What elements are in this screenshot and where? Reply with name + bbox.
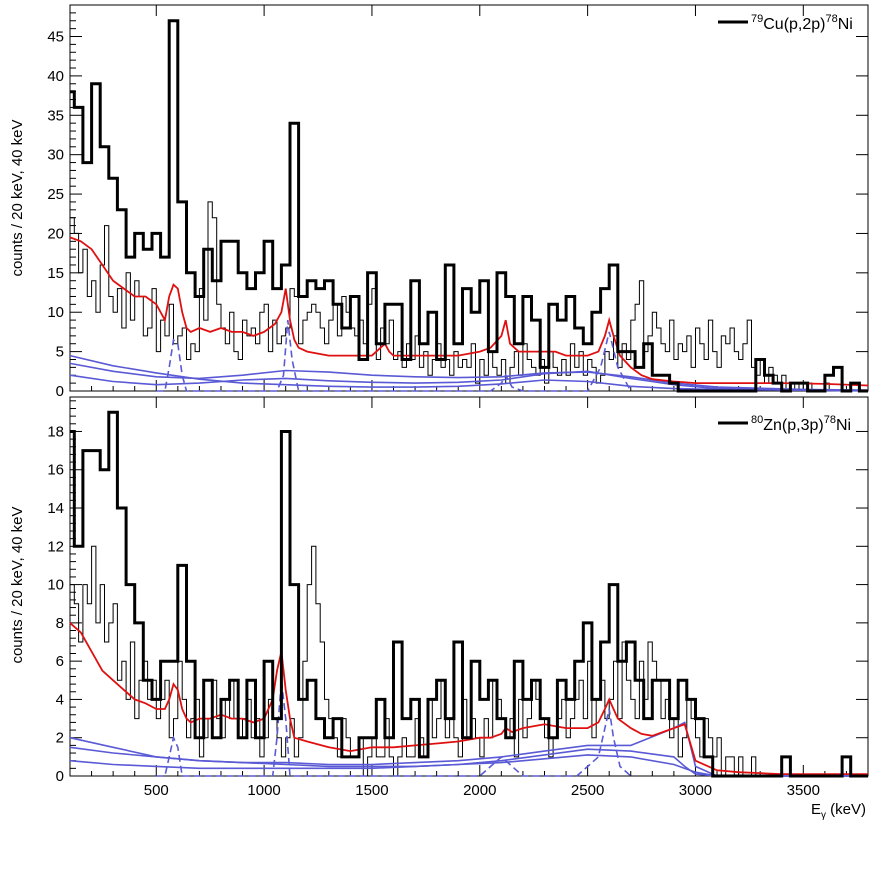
y-axis-label-bottom: counts / 20 keV, 40 keV [9,506,26,663]
panel-bottom: 0 2 4 6 8 10 12 14 16 18 500 1000 1500 2000 2500 3000 3… [9,396,869,821]
x-tick-label: 2500 [571,782,604,799]
simulated-peak-dashed [156,320,632,392]
y-tick-label: 0 [56,768,64,785]
thin-histogram-top [70,201,860,392]
simulated-peak-dashed [156,680,632,777]
histogram-20kev [70,201,860,392]
y-tick-label: 6 [56,653,64,670]
plot-frame-bottom [69,396,869,777]
background-component [69,362,869,391]
blue-components-top [69,320,869,392]
x-axis-label: Eγ (keV) [811,801,866,821]
thick-histogram-top [70,19,868,393]
y-tick-label: 5 [56,344,64,361]
thin-histogram-bottom [70,545,860,777]
background-component [69,754,868,777]
y-tick-label: 10 [47,304,64,321]
histogram-40kev [70,410,868,778]
y-tick-label: 4 [56,691,64,708]
total-fit-curve [69,236,869,387]
y-tick-label: 10 [47,577,64,594]
legend-label-bottom: 80Zn(p,3p)78Ni [751,414,851,434]
y-tick-label: 2 [56,730,64,747]
total-fit-curve [69,622,868,775]
x-tick-label: 3000 [679,782,712,799]
panel-top: 0 5 10 15 20 25 30 35 40 45 counts / 20 keV, 40 k… [9,4,869,400]
blue-components-bottom [69,680,868,777]
x-tick-label: 1500 [355,782,388,799]
legend-label-top: 79Cu(p,2p)78Ni [751,13,853,33]
background-component [69,721,868,777]
y-tick-label: 16 [47,462,64,479]
red-total-bottom [69,622,868,775]
histogram-40kev [70,19,868,393]
y-tick-label: 0 [56,383,64,400]
y-tick-label: 25 [47,186,64,203]
y-tick-label: 20 [47,225,64,242]
y-tick-label: 8 [56,615,64,632]
y-tick-label: 45 [47,29,64,46]
background-component [69,370,869,392]
x-tick-label: 3500 [787,782,820,799]
legend-bottom: 80Zn(p,3p)78Ni [718,414,851,434]
y-tick-label: 12 [47,538,64,555]
histogram-20kev [70,545,860,777]
y-tick-label: 35 [47,107,64,124]
legend-top: 79Cu(p,2p)78Ni [718,13,853,33]
x-tick-label: 2000 [463,782,496,799]
x-tick-label: 1000 [247,782,280,799]
y-ticks-top: 0 5 10 15 20 25 30 35 40 45 [47,4,868,400]
y-tick-label: 18 [47,423,64,440]
y-tick-label: 30 [47,147,64,164]
y-tick-label: 14 [47,500,64,517]
y-tick-label: 40 [47,68,64,85]
y-axis-label-top: counts / 20 keV, 40 keV [9,119,26,276]
thick-histogram-bottom [70,410,868,778]
x-tick-label: 500 [144,782,169,799]
y-tick-label: 15 [47,265,64,282]
x-ticks-bottom: 500 1000 1500 2000 2500 3000 3500 [69,397,869,799]
red-total-top [69,236,869,387]
